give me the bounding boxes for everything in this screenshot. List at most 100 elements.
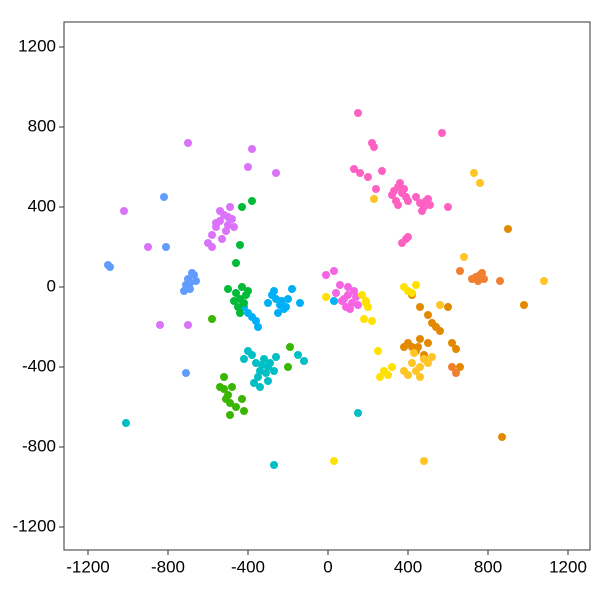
point bbox=[344, 283, 352, 291]
point bbox=[232, 289, 240, 297]
point bbox=[272, 169, 280, 177]
point bbox=[222, 227, 230, 235]
point bbox=[344, 291, 352, 299]
point bbox=[412, 193, 420, 201]
point bbox=[216, 207, 224, 215]
point bbox=[162, 243, 170, 251]
point bbox=[258, 361, 266, 369]
point bbox=[208, 315, 216, 323]
point bbox=[350, 287, 358, 295]
point bbox=[272, 353, 280, 361]
x-tick-label: 400 bbox=[394, 557, 422, 576]
point bbox=[368, 139, 376, 147]
point bbox=[456, 363, 464, 371]
point bbox=[184, 139, 192, 147]
point bbox=[160, 193, 168, 201]
point bbox=[282, 303, 290, 311]
point bbox=[236, 241, 244, 249]
point bbox=[436, 301, 444, 309]
point bbox=[374, 347, 382, 355]
point bbox=[354, 409, 362, 417]
point bbox=[468, 275, 476, 283]
point bbox=[256, 383, 264, 391]
point bbox=[360, 315, 368, 323]
point bbox=[330, 457, 338, 465]
point bbox=[416, 363, 424, 371]
point bbox=[226, 399, 234, 407]
point bbox=[504, 225, 512, 233]
point bbox=[424, 359, 432, 367]
point bbox=[438, 129, 446, 137]
point bbox=[436, 327, 444, 335]
y-tick-label: -400 bbox=[22, 356, 56, 375]
point bbox=[362, 297, 370, 305]
point bbox=[236, 309, 244, 317]
y-tick-label: 400 bbox=[28, 196, 56, 215]
point bbox=[404, 233, 412, 241]
point bbox=[336, 281, 344, 289]
point bbox=[228, 383, 236, 391]
point bbox=[456, 267, 464, 275]
point bbox=[400, 343, 408, 351]
point bbox=[226, 203, 234, 211]
point bbox=[460, 253, 468, 261]
point bbox=[346, 305, 354, 313]
point bbox=[448, 363, 456, 371]
point bbox=[244, 347, 252, 355]
point bbox=[254, 373, 262, 381]
point bbox=[254, 323, 262, 331]
point bbox=[322, 271, 330, 279]
point bbox=[540, 277, 548, 285]
point bbox=[264, 377, 272, 385]
point bbox=[412, 281, 420, 289]
point bbox=[416, 373, 424, 381]
point bbox=[408, 289, 416, 297]
point bbox=[354, 109, 362, 117]
point bbox=[424, 311, 432, 319]
point bbox=[476, 179, 484, 187]
point bbox=[376, 373, 384, 381]
point bbox=[420, 457, 428, 465]
point bbox=[394, 201, 402, 209]
point bbox=[186, 285, 194, 293]
point bbox=[370, 195, 378, 203]
point bbox=[250, 379, 258, 387]
point bbox=[372, 185, 380, 193]
point bbox=[414, 343, 422, 351]
point bbox=[404, 197, 412, 205]
point bbox=[244, 163, 252, 171]
point bbox=[270, 287, 278, 295]
point bbox=[274, 309, 282, 317]
point bbox=[240, 407, 248, 415]
point bbox=[416, 303, 424, 311]
point bbox=[220, 373, 228, 381]
point bbox=[444, 203, 452, 211]
x-tick-label: -1200 bbox=[66, 557, 109, 576]
point bbox=[240, 355, 248, 363]
point bbox=[520, 301, 528, 309]
point bbox=[156, 321, 164, 329]
point bbox=[238, 203, 246, 211]
x-tick-label: -800 bbox=[151, 557, 185, 576]
point bbox=[208, 231, 216, 239]
point bbox=[452, 345, 460, 353]
point bbox=[192, 277, 200, 285]
point bbox=[496, 277, 504, 285]
point bbox=[284, 363, 292, 371]
point bbox=[400, 185, 408, 193]
point bbox=[416, 335, 424, 343]
plot-frame bbox=[63, 21, 591, 551]
point bbox=[354, 301, 362, 309]
point bbox=[264, 299, 272, 307]
point bbox=[388, 191, 396, 199]
point bbox=[212, 219, 220, 227]
point bbox=[478, 269, 486, 277]
point bbox=[356, 169, 364, 177]
y-tick-label: 0 bbox=[47, 276, 56, 295]
point bbox=[286, 343, 294, 351]
x-tick-label: 800 bbox=[474, 557, 502, 576]
point bbox=[184, 321, 192, 329]
point bbox=[448, 339, 456, 347]
point bbox=[332, 289, 340, 297]
